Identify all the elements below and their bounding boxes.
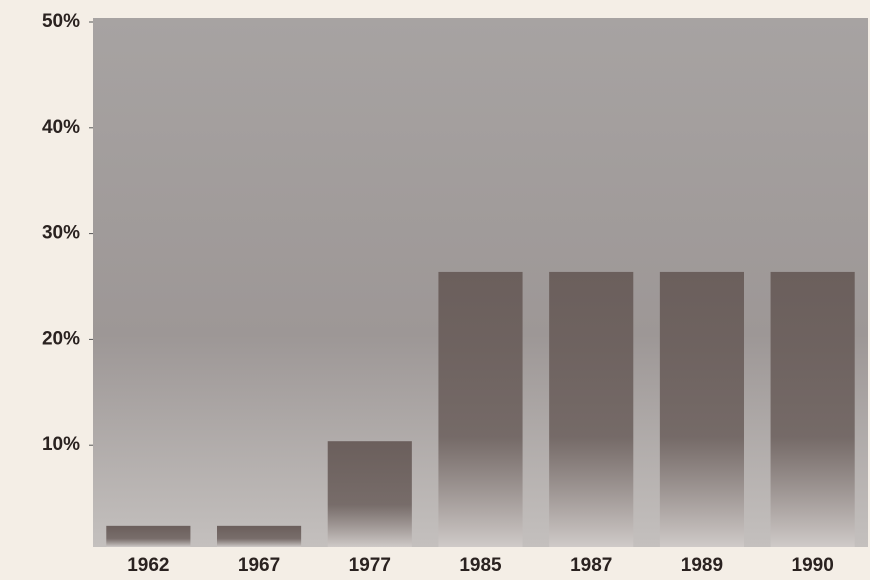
bar [659,271,744,547]
x-tick-label: 1967 [238,555,280,576]
x-tick-label: 1962 [127,555,169,576]
y-tick-label: 20% [42,328,80,349]
x-tick-label: 1990 [792,555,834,576]
bar [770,271,855,547]
y-tick-label: 30% [42,223,80,244]
bar [327,441,412,547]
x-tick-label: 1989 [681,555,723,576]
bar [438,271,523,547]
y-tick-label: 10% [42,434,80,455]
x-tick-label: 1977 [349,555,391,576]
bar [106,525,191,547]
x-tick-label: 1987 [570,555,612,576]
y-tick-label: 50% [42,11,80,32]
bar [549,271,634,547]
y-tick-label: 40% [42,117,80,138]
bar [217,525,302,547]
x-tick-label: 1985 [459,555,502,576]
